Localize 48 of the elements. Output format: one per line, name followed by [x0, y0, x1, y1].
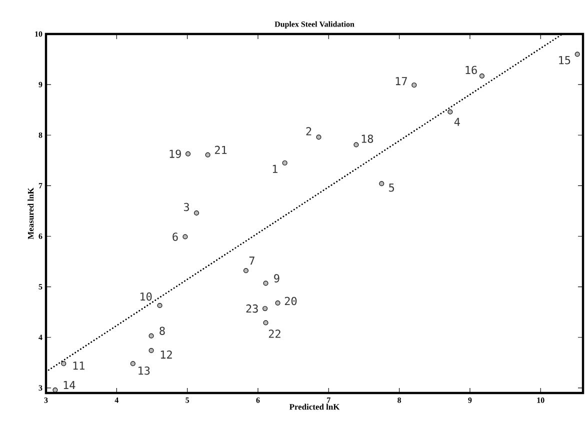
annotation: 10 [140, 292, 152, 301]
annotation: 11 [73, 362, 84, 370]
annotation: 3 [184, 202, 190, 212]
point [262, 306, 268, 312]
point [52, 387, 58, 392]
point [148, 333, 154, 338]
annotation: 8 [160, 326, 165, 336]
point [194, 210, 199, 216]
annotation: 9 [274, 274, 280, 282]
annotation: 15 [559, 56, 570, 64]
annotation: 1 [272, 164, 278, 173]
point [282, 160, 288, 166]
annotation: 18 [362, 134, 374, 143]
annotation: 7 [249, 256, 254, 265]
point [448, 109, 453, 114]
annotation: 16 [466, 66, 477, 74]
annotation: 5 [389, 184, 394, 192]
point [130, 361, 136, 366]
point [243, 268, 248, 274]
point [574, 52, 580, 57]
annotation: 12 [160, 350, 172, 359]
point [157, 303, 162, 308]
point [182, 234, 188, 240]
point [379, 181, 384, 186]
annotation: 20 [284, 296, 297, 306]
annotation: 19 [170, 150, 181, 158]
point [354, 142, 359, 148]
point [263, 320, 268, 326]
point [263, 280, 268, 286]
point [205, 152, 210, 158]
annotation: 4 [454, 118, 460, 126]
annotation: 21 [214, 146, 227, 154]
annotation: 14 [64, 380, 76, 389]
point [186, 151, 191, 156]
annotation: 22 [268, 330, 280, 338]
annotation: 17 [396, 77, 407, 86]
x-axis-title: Predicted lnK [289, 404, 340, 410]
point [61, 361, 66, 366]
point [148, 348, 154, 354]
annotation: 23 [246, 304, 258, 313]
annotation: 13 [138, 366, 150, 375]
annotation: 6 [172, 232, 178, 241]
annotation: 2 [306, 127, 312, 136]
y-axis-title: Measured lnK [28, 188, 34, 240]
point [275, 300, 280, 306]
point [412, 82, 417, 88]
point [316, 134, 322, 140]
point [479, 73, 484, 78]
